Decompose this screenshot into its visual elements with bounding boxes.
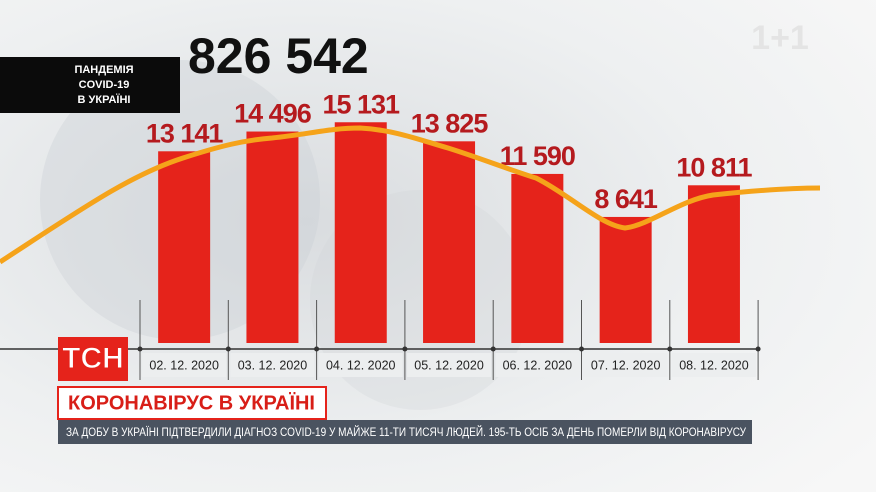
bar	[511, 173, 564, 343]
date-box	[407, 353, 492, 377]
date-box	[318, 353, 403, 377]
x-tick-label: 05. 12. 2020	[414, 358, 484, 372]
divider-dot	[225, 346, 231, 352]
total: 826 542	[188, 28, 369, 84]
divider-dot	[402, 346, 408, 352]
headline: КОРОНАВІРУС В УКРАЇНІ	[68, 391, 315, 414]
trend-line	[0, 125, 821, 265]
x-tick-label: 03. 12. 2020	[238, 358, 308, 372]
value-label: 8 641	[594, 184, 658, 214]
date-box	[671, 353, 756, 377]
value-label: 11 590	[500, 141, 575, 171]
bar	[334, 122, 387, 343]
value-label: 15 131	[322, 89, 400, 119]
value-label: 13 825	[411, 108, 489, 138]
ticker: ЗА ДОБУ В УКРАЇНІ ПІДТВЕРДИЛИ ДІАГНОЗ CO…	[66, 426, 747, 439]
value-label: 14 496	[234, 99, 312, 129]
divider-dot	[490, 346, 496, 352]
date-box	[583, 353, 668, 377]
label-line: В УКРАЇНІ	[78, 93, 131, 106]
bar	[246, 131, 299, 343]
divider-dot	[667, 346, 673, 352]
date-box	[142, 353, 227, 377]
date-box	[230, 353, 315, 377]
channel-logo: 1+1	[751, 19, 809, 57]
ticker-box	[58, 420, 752, 444]
label-line: ПАНДЕМІЯ	[74, 64, 133, 76]
logo: ТСН	[62, 342, 124, 375]
value-label: 10 811	[676, 152, 752, 182]
x-tick-label: 08. 12. 2020	[679, 358, 749, 372]
x-tick-label: 02. 12. 2020	[149, 358, 219, 372]
logo-box	[58, 337, 128, 381]
date-box	[495, 353, 580, 377]
divider-dot	[137, 346, 143, 352]
x-tick-label: 06. 12. 2020	[503, 358, 573, 372]
value-label: 13 141	[146, 118, 224, 148]
label-line: COVID-19	[79, 79, 130, 91]
bar	[599, 216, 652, 343]
bar	[423, 141, 476, 343]
bar	[158, 151, 211, 343]
label-box	[0, 57, 180, 113]
x-tick-label: 07. 12. 2020	[591, 358, 661, 372]
divider-dot	[755, 346, 761, 352]
divider-dot	[314, 346, 320, 352]
bar	[687, 185, 740, 343]
headline-box	[57, 386, 327, 420]
chart: 02. 12. 2020 13 141 03. 12. 2020 14 496 04. …	[0, 89, 761, 380]
x-tick-label: 04. 12. 2020	[326, 358, 396, 372]
divider-dot	[579, 346, 584, 352]
